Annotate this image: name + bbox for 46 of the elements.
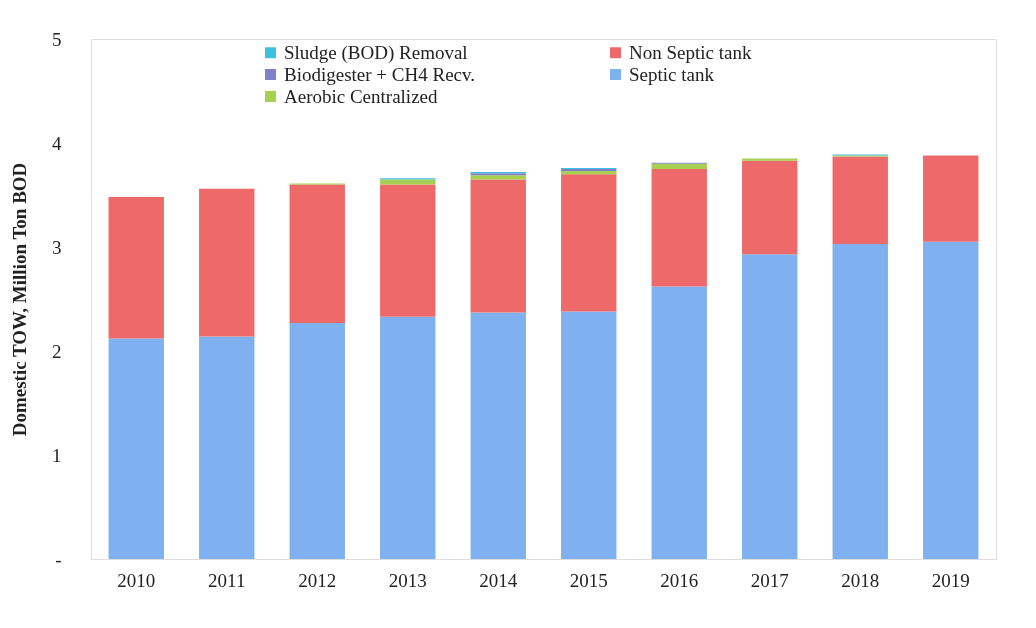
bar (651, 163, 707, 169)
bar (742, 158, 798, 161)
bar (561, 174, 617, 312)
x-tick-label: 2015 (569, 569, 608, 591)
bar (380, 179, 436, 185)
bar (199, 336, 255, 559)
x-tick-label: 2014 (479, 569, 518, 591)
bar (832, 243, 888, 559)
bar (651, 169, 707, 287)
x-tick-label: 2016 (660, 569, 699, 591)
bar (561, 311, 617, 559)
bar (832, 156, 888, 244)
bar (380, 316, 436, 559)
legend-label: Non Septic tank (629, 41, 752, 63)
bar (742, 254, 798, 559)
bar (289, 322, 345, 559)
y-tick-label: 4 (52, 132, 62, 154)
x-tick-label: 2012 (298, 569, 337, 591)
y-tick-label: 2 (52, 340, 62, 362)
legend-label: Biodigester + CH4 Recv. (284, 63, 476, 85)
y-tick-label: 1 (52, 444, 62, 466)
x-tick-label: 2018 (841, 569, 880, 591)
bar (108, 197, 164, 339)
y-tick-label: - (55, 548, 62, 570)
bar (289, 184, 345, 323)
bar (923, 241, 979, 559)
x-tick-label: 2011 (208, 569, 246, 591)
x-tick-label: 2019 (931, 569, 970, 591)
bar (108, 338, 164, 559)
bar (923, 155, 979, 242)
bar (380, 184, 436, 317)
legend-label: Aerobic Centralized (284, 85, 439, 107)
x-tick-label: 2013 (388, 569, 427, 591)
x-tick-label: 2010 (117, 569, 156, 591)
y-tick-label: 3 (52, 236, 62, 258)
bar (470, 179, 526, 313)
y-axis-title: Domestic TOW, Million Ton BOD (9, 162, 30, 437)
bar (470, 312, 526, 559)
bar (199, 188, 255, 337)
bar (742, 160, 798, 255)
x-tick-label: 2017 (750, 569, 789, 591)
bar (470, 175, 526, 180)
legend-label: Sludge (BOD) Removal (284, 41, 468, 64)
bar (651, 286, 707, 559)
y-tick-label: 5 (52, 28, 62, 50)
legend-label: Septic tank (629, 63, 715, 85)
